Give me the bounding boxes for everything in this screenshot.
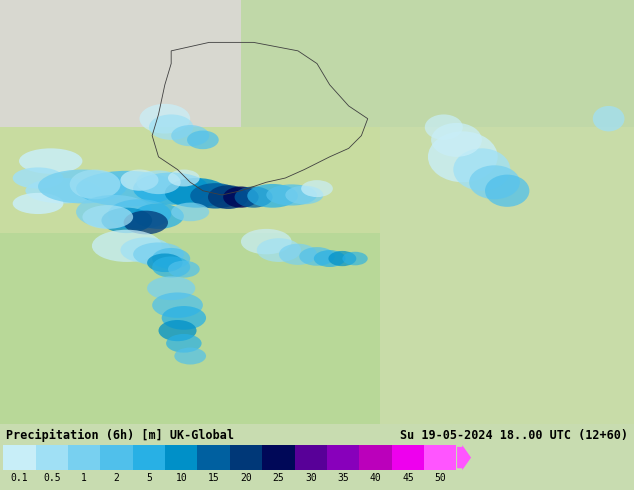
Ellipse shape	[82, 205, 133, 229]
Ellipse shape	[162, 306, 206, 330]
Ellipse shape	[101, 208, 152, 233]
Bar	[424, 445, 456, 470]
Text: 0.1: 0.1	[11, 473, 28, 483]
Ellipse shape	[208, 185, 249, 209]
Ellipse shape	[299, 247, 335, 266]
Text: 2: 2	[113, 473, 119, 483]
Ellipse shape	[25, 178, 101, 203]
Bar	[100, 445, 133, 470]
Ellipse shape	[223, 187, 259, 208]
FancyArrow shape	[457, 445, 471, 470]
Text: 10: 10	[176, 473, 187, 483]
Text: Precipitation (6h) [m] UK-Global: Precipitation (6h) [m] UK-Global	[6, 429, 235, 442]
Bar	[165, 445, 197, 470]
Ellipse shape	[257, 238, 301, 262]
Text: 25: 25	[273, 473, 284, 483]
Ellipse shape	[431, 123, 482, 157]
Bar	[230, 445, 262, 470]
Ellipse shape	[235, 187, 273, 208]
Ellipse shape	[166, 334, 202, 353]
Ellipse shape	[328, 251, 356, 266]
Text: 5: 5	[146, 473, 152, 483]
Ellipse shape	[139, 104, 190, 133]
Ellipse shape	[593, 106, 624, 131]
Bar	[0, 233, 380, 424]
Ellipse shape	[133, 203, 184, 229]
Ellipse shape	[165, 178, 228, 208]
Ellipse shape	[38, 170, 127, 203]
Ellipse shape	[147, 276, 195, 300]
Ellipse shape	[152, 256, 190, 278]
Bar	[133, 445, 165, 470]
Ellipse shape	[247, 184, 298, 208]
Ellipse shape	[168, 170, 200, 187]
Ellipse shape	[133, 243, 184, 266]
Ellipse shape	[428, 131, 498, 182]
Bar	[295, 445, 327, 470]
Text: 40: 40	[370, 473, 382, 483]
Bar	[0, 0, 241, 127]
Bar	[36, 445, 68, 470]
Ellipse shape	[342, 252, 368, 265]
Text: 1: 1	[81, 473, 87, 483]
Text: Su 19-05-2024 18..00 UTC (12+60): Su 19-05-2024 18..00 UTC (12+60)	[399, 429, 628, 442]
Bar	[359, 445, 392, 470]
Ellipse shape	[76, 171, 178, 206]
Ellipse shape	[152, 248, 190, 269]
Ellipse shape	[13, 193, 63, 214]
Ellipse shape	[149, 115, 193, 140]
Text: 0.5: 0.5	[43, 473, 61, 483]
Ellipse shape	[70, 170, 120, 199]
Ellipse shape	[76, 195, 152, 229]
Bar	[380, 127, 634, 424]
Ellipse shape	[158, 320, 197, 341]
Ellipse shape	[425, 115, 463, 140]
Ellipse shape	[266, 184, 317, 206]
Ellipse shape	[92, 230, 162, 262]
Ellipse shape	[453, 148, 510, 191]
Ellipse shape	[171, 202, 209, 221]
Bar	[262, 445, 295, 470]
Text: 50: 50	[434, 473, 446, 483]
Text: 30: 30	[305, 473, 316, 483]
Bar	[327, 445, 359, 470]
Ellipse shape	[136, 171, 181, 194]
Ellipse shape	[187, 130, 219, 149]
Ellipse shape	[13, 168, 63, 189]
Ellipse shape	[279, 244, 317, 265]
Ellipse shape	[120, 237, 171, 263]
Ellipse shape	[152, 293, 203, 318]
Ellipse shape	[168, 261, 200, 278]
Ellipse shape	[19, 148, 82, 174]
Ellipse shape	[301, 180, 333, 197]
Text: 15: 15	[208, 473, 219, 483]
Ellipse shape	[120, 170, 158, 191]
Ellipse shape	[133, 172, 209, 205]
Ellipse shape	[124, 211, 168, 234]
Ellipse shape	[174, 347, 206, 365]
Ellipse shape	[469, 165, 520, 199]
Ellipse shape	[314, 250, 346, 267]
Bar	[241, 0, 634, 127]
Ellipse shape	[485, 174, 529, 207]
Bar	[197, 445, 230, 470]
Ellipse shape	[147, 253, 183, 272]
Text: 35: 35	[337, 473, 349, 483]
Text: 20: 20	[240, 473, 252, 483]
Ellipse shape	[190, 183, 241, 209]
Ellipse shape	[171, 125, 209, 146]
Ellipse shape	[241, 229, 292, 254]
Bar	[392, 445, 424, 470]
Ellipse shape	[108, 199, 171, 229]
Text: 45: 45	[402, 473, 414, 483]
Bar	[3, 445, 36, 470]
Bar	[68, 445, 100, 470]
Ellipse shape	[285, 186, 323, 204]
